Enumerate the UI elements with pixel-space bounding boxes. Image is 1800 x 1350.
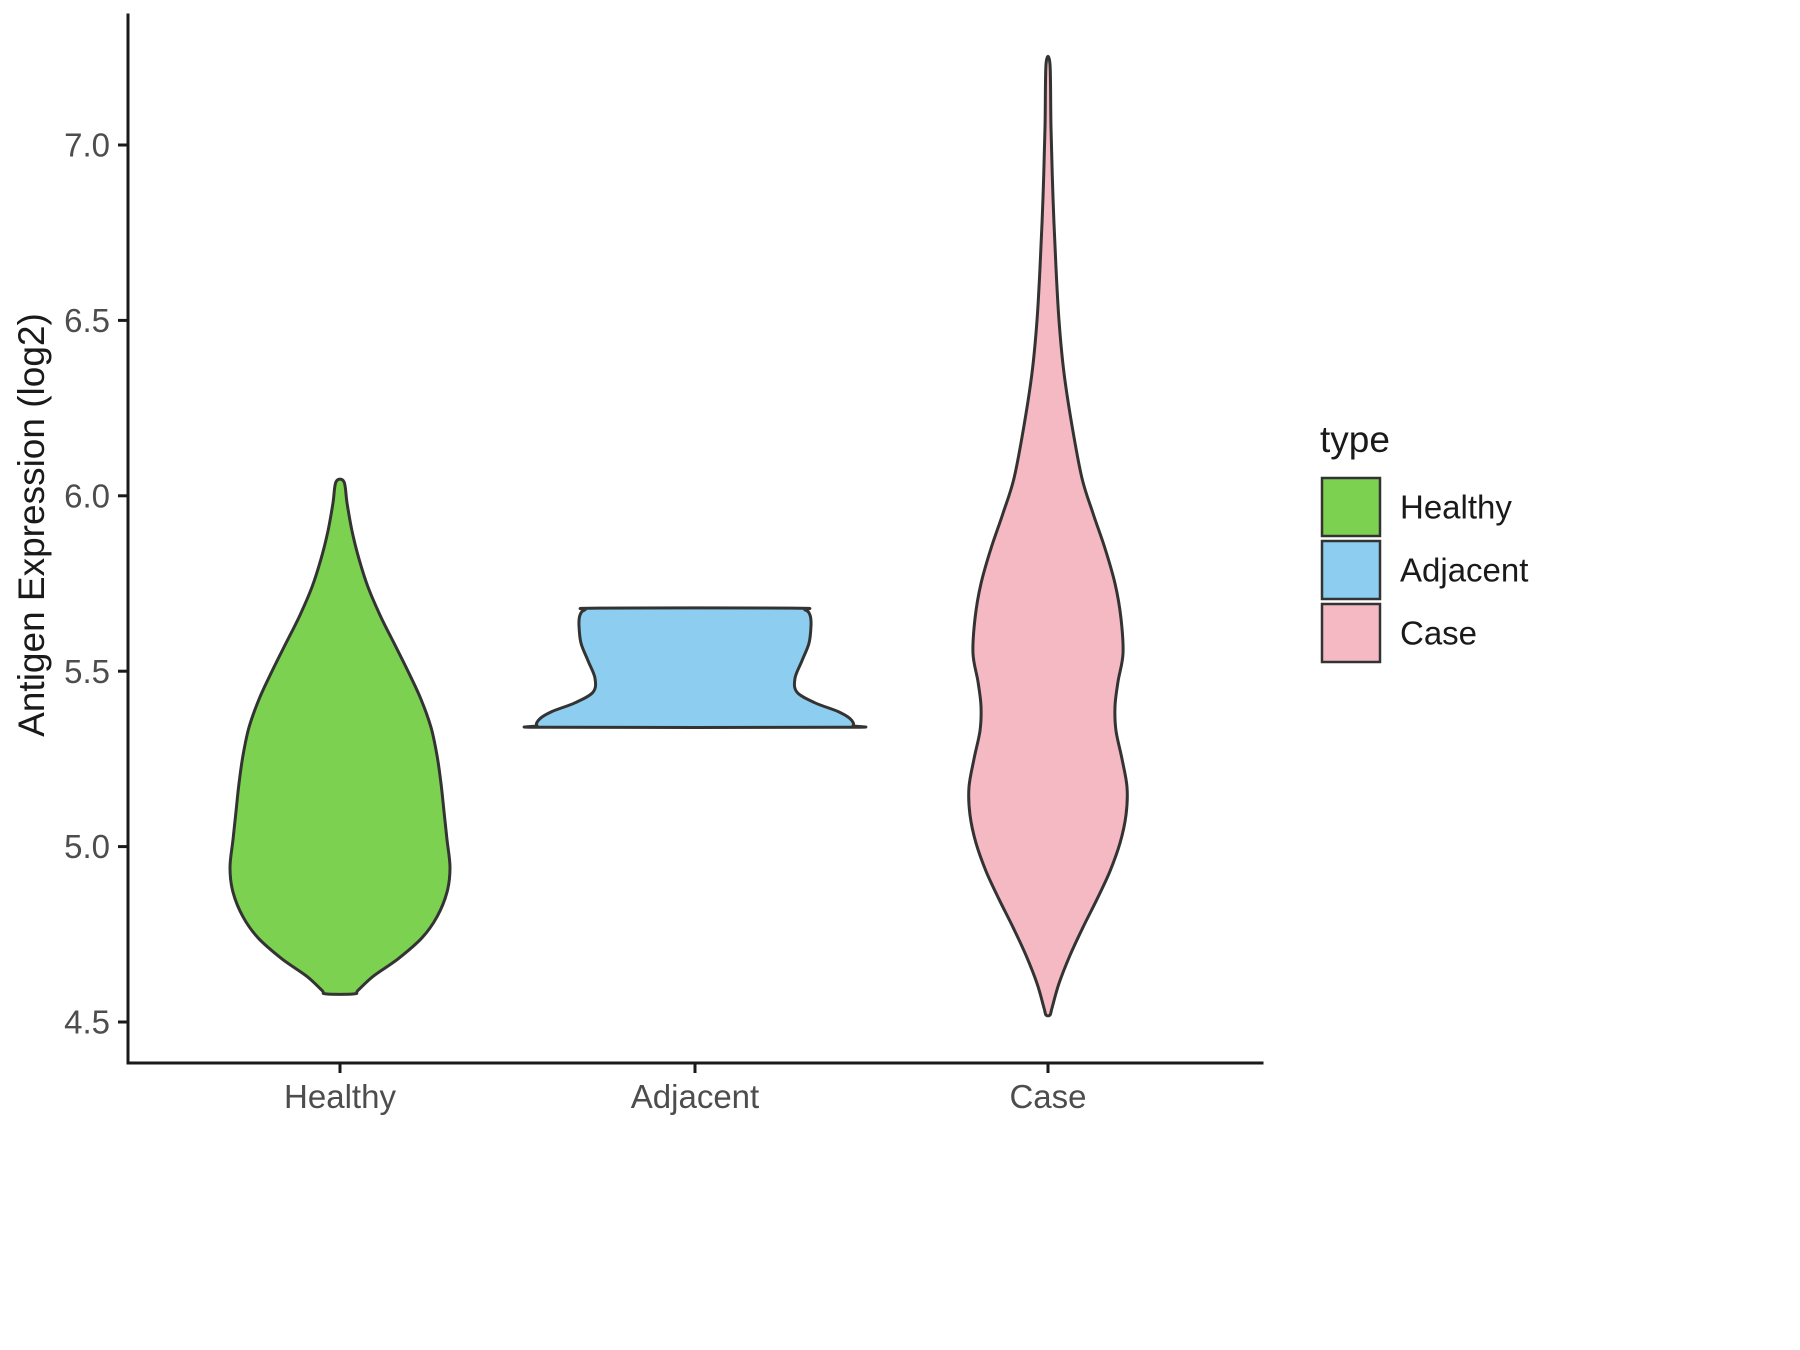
legend-swatch-adjacent: [1320, 539, 1382, 601]
violin-adjacent: [522, 606, 868, 730]
legend-label-adjacent: Adjacent: [1400, 552, 1528, 589]
legend-swatch-healthy: [1320, 476, 1382, 538]
x-category-label: Healthy: [284, 1078, 396, 1115]
axis-lines: [126, 13, 1264, 1065]
violin-layer: [228, 54, 1129, 1018]
legend: type Healthy Adjacent Case: [1320, 419, 1528, 664]
legend-label-case: Case: [1400, 615, 1477, 652]
y-tick-label: 6.0: [64, 477, 110, 514]
legend-label-healthy: Healthy: [1400, 489, 1512, 526]
y-tick-label: 6.5: [64, 302, 110, 339]
y-tick-label: 5.5: [64, 653, 110, 690]
x-category-label: Adjacent: [631, 1078, 759, 1115]
violin-case: [967, 54, 1129, 1018]
x-category-label: Case: [1009, 1078, 1086, 1115]
y-tick-label: 4.5: [64, 1004, 110, 1041]
y-tick-label: 5.0: [64, 828, 110, 865]
y-tick-label: 7.0: [64, 127, 110, 164]
legend-swatch-case: [1320, 602, 1382, 664]
legend-items: Healthy Adjacent Case: [1320, 476, 1528, 664]
y-axis-title: Antigen Expression (log2): [11, 313, 52, 737]
legend-title: type: [1320, 419, 1390, 460]
axis-layer: 4.5 5.0 5.5 6.0 6.5 7.0 Healthy Adjacent Case: [64, 13, 1264, 1115]
violin-healthy: [228, 477, 452, 996]
